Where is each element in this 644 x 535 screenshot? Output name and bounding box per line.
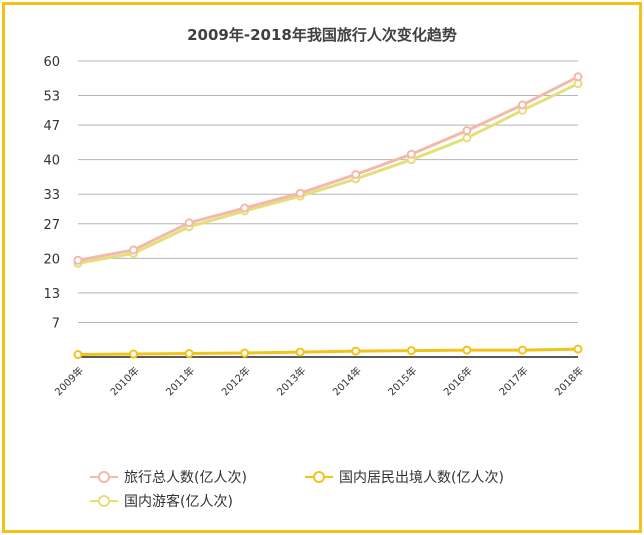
data-point xyxy=(406,346,416,356)
data-point xyxy=(517,100,527,110)
x-tick-label: 2017年 xyxy=(496,364,530,398)
data-point xyxy=(240,203,250,213)
legend-label-domestic: 国内游客(亿人次) xyxy=(124,494,233,510)
data-point xyxy=(129,245,139,255)
data-point xyxy=(517,345,527,355)
data-point xyxy=(462,133,472,143)
data-point xyxy=(351,346,361,356)
x-tick-label: 2016年 xyxy=(441,364,475,398)
legend-item-outbound[interactable]: 国内居民出境人数(亿人次) xyxy=(305,467,504,487)
data-point xyxy=(184,349,194,359)
y-tick-label: 53 xyxy=(43,90,60,105)
data-point xyxy=(240,348,250,358)
series-line xyxy=(77,347,579,357)
legend-marker-domestic-icon xyxy=(90,494,118,508)
x-tick-label: 2018年 xyxy=(552,364,586,398)
data-point xyxy=(129,349,139,359)
x-tick-label: 2014年 xyxy=(330,364,364,398)
y-tick-label: 20 xyxy=(43,252,60,267)
legend-marker-total-icon xyxy=(90,470,118,484)
x-tick-label: 2012年 xyxy=(219,364,253,398)
legend-label-total: 旅行总人数(亿人次) xyxy=(124,470,247,486)
x-tick-label: 2009年 xyxy=(52,364,86,398)
x-tick-label: 2010年 xyxy=(107,364,141,398)
legend-item-total[interactable]: 旅行总人数(亿人次) xyxy=(90,467,247,487)
x-tick-label: 2015年 xyxy=(385,364,419,398)
y-tick-label: 47 xyxy=(43,119,60,134)
series-line xyxy=(77,82,579,265)
data-point xyxy=(573,344,583,354)
data-point xyxy=(462,345,472,355)
series-line xyxy=(77,75,579,262)
data-point xyxy=(573,72,583,82)
x-tick-label: 2011年 xyxy=(163,364,197,398)
y-tick-label: 27 xyxy=(43,218,60,233)
data-point xyxy=(73,255,83,265)
data-point xyxy=(462,126,472,136)
y-tick-label: 60 xyxy=(43,55,60,70)
chart-title: 2009年-2018年我国旅行人次变化趋势 xyxy=(187,26,457,44)
legend-item-domestic[interactable]: 国内游客(亿人次) xyxy=(90,491,233,511)
data-point xyxy=(351,169,361,179)
y-tick-label: 7 xyxy=(52,316,60,331)
data-point xyxy=(295,347,305,357)
y-tick-label: 13 xyxy=(43,287,60,302)
legend-marker-outbound-icon xyxy=(305,470,333,484)
data-point xyxy=(73,350,83,360)
y-tick-label: 40 xyxy=(43,154,60,169)
data-point xyxy=(406,149,416,159)
legend-label-outbound: 国内居民出境人数(亿人次) xyxy=(339,470,504,486)
data-point xyxy=(295,188,305,198)
data-point xyxy=(184,218,194,228)
y-tick-label: 33 xyxy=(43,188,60,203)
x-tick-label: 2013年 xyxy=(274,364,308,398)
